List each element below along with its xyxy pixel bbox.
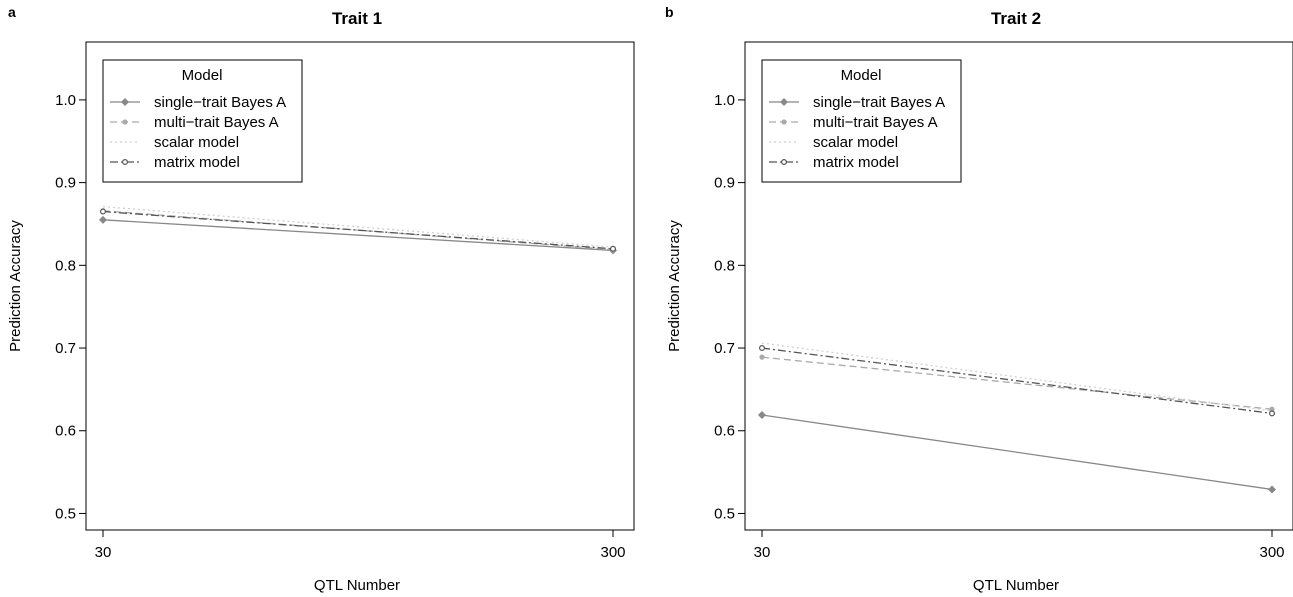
legend-title: Model [182, 67, 223, 84]
x-axis: 30 300 [754, 530, 1285, 561]
legend-label: matrix model [813, 154, 899, 171]
data-point [99, 208, 106, 215]
legend-box [761, 59, 962, 183]
chart-title: Trait 2 [991, 9, 1041, 28]
x-axis-label: QTL Number [973, 577, 1059, 594]
legend-swatch-marker [122, 119, 128, 125]
series-line [102, 210, 614, 251]
legend-item: single−trait Bayes A [769, 94, 945, 111]
legend-box [102, 59, 303, 183]
legend-swatch-marker [780, 98, 788, 106]
legend-swatch-marker [121, 159, 128, 166]
y-tick-label: 0.8 [714, 257, 735, 274]
legend-swatch-marker [121, 98, 129, 106]
legend: Model single−trait Bayes A multi−trait Ba… [761, 59, 962, 183]
legend-title: Model [841, 67, 882, 84]
y-axis-label: Prediction Accuracy [7, 220, 24, 352]
legend-item: multi−trait Bayes A [769, 114, 938, 131]
series-4 [99, 208, 616, 252]
data-point [1268, 485, 1276, 494]
y-tick-label: 0.8 [55, 257, 76, 274]
y-tick-label: 0.5 [55, 505, 76, 522]
x-axis-label: QTL Number [314, 577, 400, 594]
data-point [1269, 406, 1275, 412]
legend-swatch-marker [781, 119, 787, 125]
panel-label: a [8, 4, 16, 20]
series-line [102, 219, 614, 252]
y-tick-label: 0.9 [55, 175, 76, 192]
data-point [758, 411, 766, 420]
y-axis-label: Prediction Accuracy [666, 220, 683, 352]
y-tick-label: 1.0 [55, 92, 76, 109]
series-line [102, 210, 614, 250]
plot-area [85, 41, 635, 531]
chart-title: Trait 1 [332, 9, 382, 28]
data-point [759, 354, 765, 360]
series-line [761, 342, 1273, 412]
series-line [102, 205, 614, 248]
series-line [761, 356, 1273, 410]
series-2 [759, 354, 1275, 412]
series-3 [102, 205, 614, 248]
y-tick-label: 0.6 [714, 423, 735, 440]
legend-item: single−trait Bayes A [110, 94, 286, 111]
data-point [1268, 410, 1275, 417]
y-tick-label: 0.7 [55, 340, 76, 357]
series-line [761, 347, 1273, 415]
series-4 [758, 345, 1275, 417]
legend-swatch-marker [780, 159, 787, 166]
legend-label: multi−trait Bayes A [154, 114, 279, 131]
legend-item: matrix model [110, 154, 240, 171]
panel-a: a Trait 1 Prediction Accuracy QTL Number… [7, 4, 635, 594]
data-point [758, 345, 765, 352]
series-1 [99, 215, 617, 255]
legend-label: single−trait Bayes A [154, 94, 286, 111]
y-tick-label: 0.7 [714, 340, 735, 357]
legend-item: matrix model [769, 154, 899, 171]
series-1 [758, 411, 1276, 494]
series-layer [99, 205, 617, 255]
y-axis: 0.5 0.6 0.7 0.8 0.9 1.0 [714, 92, 745, 522]
legend-item: multi−trait Bayes A [110, 114, 279, 131]
y-tick-label: 0.5 [714, 505, 735, 522]
legend-label: scalar model [154, 134, 239, 151]
x-tick-label: 300 [600, 544, 625, 561]
plot-area [744, 41, 1293, 531]
legend-label: multi−trait Bayes A [813, 114, 938, 131]
x-tick-label: 30 [754, 544, 771, 561]
series-3 [761, 342, 1273, 412]
legend-label: scalar model [813, 134, 898, 151]
y-tick-label: 1.0 [714, 92, 735, 109]
legend-items: single−trait Bayes A multi−trait Bayes A s… [769, 94, 945, 171]
y-axis: 0.5 0.6 0.7 0.8 0.9 1.0 [55, 92, 86, 522]
legend-item: scalar model [110, 134, 239, 151]
x-tick-label: 30 [95, 544, 112, 561]
legend-label: matrix model [154, 154, 240, 171]
panel-label: b [665, 4, 674, 20]
legend-item: scalar model [769, 134, 898, 151]
x-tick-label: 300 [1259, 544, 1284, 561]
series-layer [758, 342, 1276, 494]
data-point [609, 245, 616, 252]
data-point [99, 215, 107, 224]
legend-label: single−trait Bayes A [813, 94, 945, 111]
legend-items: single−trait Bayes A multi−trait Bayes A s… [110, 94, 286, 171]
panel-b: b Trait 2 Prediction Accuracy QTL Number… [665, 4, 1293, 594]
legend: Model single−trait Bayes A multi−trait Ba… [102, 59, 303, 183]
y-tick-label: 0.6 [55, 423, 76, 440]
y-tick-label: 0.9 [714, 175, 735, 192]
x-axis: 30 300 [95, 530, 626, 561]
series-line [761, 414, 1273, 491]
